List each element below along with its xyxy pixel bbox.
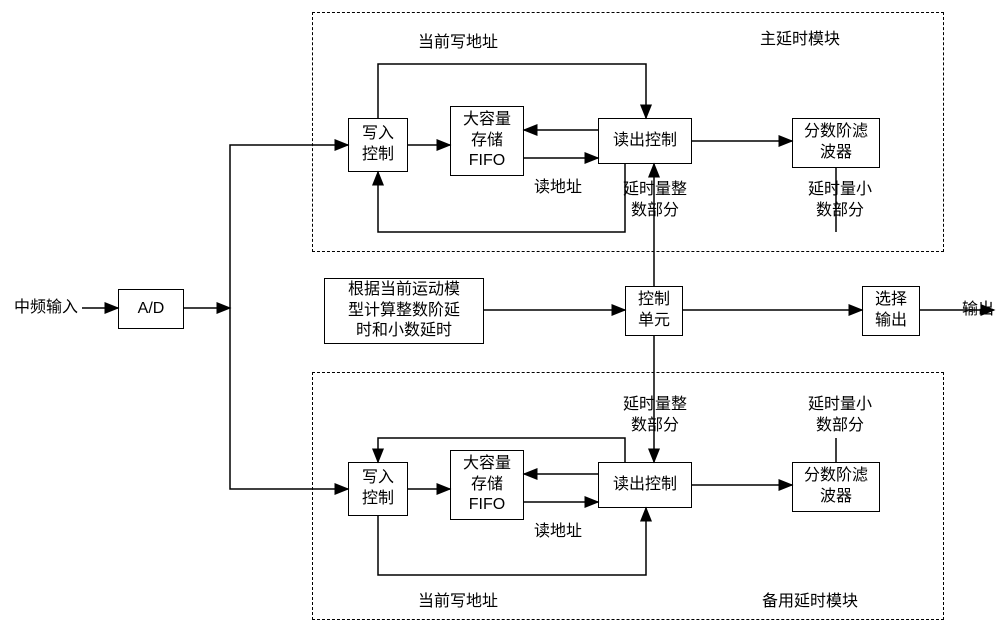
main-int-part: 延时量整 数部分	[615, 180, 695, 222]
ad-converter: A/D	[118, 289, 184, 329]
main-read-ctrl: 读出控制	[598, 118, 692, 164]
backup-int-part: 延时量整 数部分	[615, 395, 695, 437]
main-frac-filter: 分数阶滤 波器	[792, 118, 880, 168]
backup-module-title: 备用延时模块	[750, 592, 870, 613]
calc-delay: 根据当前运动模 型计算整数阶延 时和小数延时	[324, 278, 484, 344]
backup-cur-write-addr: 当前写地址	[408, 592, 508, 613]
backup-frac-filter: 分数阶滤 波器	[792, 462, 880, 512]
main-frac-part: 延时量小 数部分	[800, 180, 880, 222]
control-unit: 控制 单元	[625, 286, 683, 336]
input-label: 中频输入	[10, 298, 82, 319]
main-write-ctrl: 写入 控制	[348, 118, 408, 172]
backup-fifo: 大容量 存储 FIFO	[450, 450, 524, 520]
main-read-addr: 读地址	[528, 178, 588, 199]
main-fifo: 大容量 存储 FIFO	[450, 106, 524, 176]
output-label: 输出	[958, 300, 998, 321]
backup-read-addr: 读地址	[528, 522, 588, 543]
backup-read-ctrl: 读出控制	[598, 462, 692, 508]
select-output: 选择 输出	[862, 286, 920, 336]
backup-write-ctrl: 写入 控制	[348, 462, 408, 516]
main-module-title: 主延时模块	[750, 30, 850, 51]
diagram-canvas: 中频输入 主延时模块 当前写地址 读地址 延时量整 数部分 延时量小 数部分 输…	[0, 0, 1000, 631]
backup-frac-part: 延时量小 数部分	[800, 395, 880, 437]
main-cur-write-addr: 当前写地址	[408, 33, 508, 54]
